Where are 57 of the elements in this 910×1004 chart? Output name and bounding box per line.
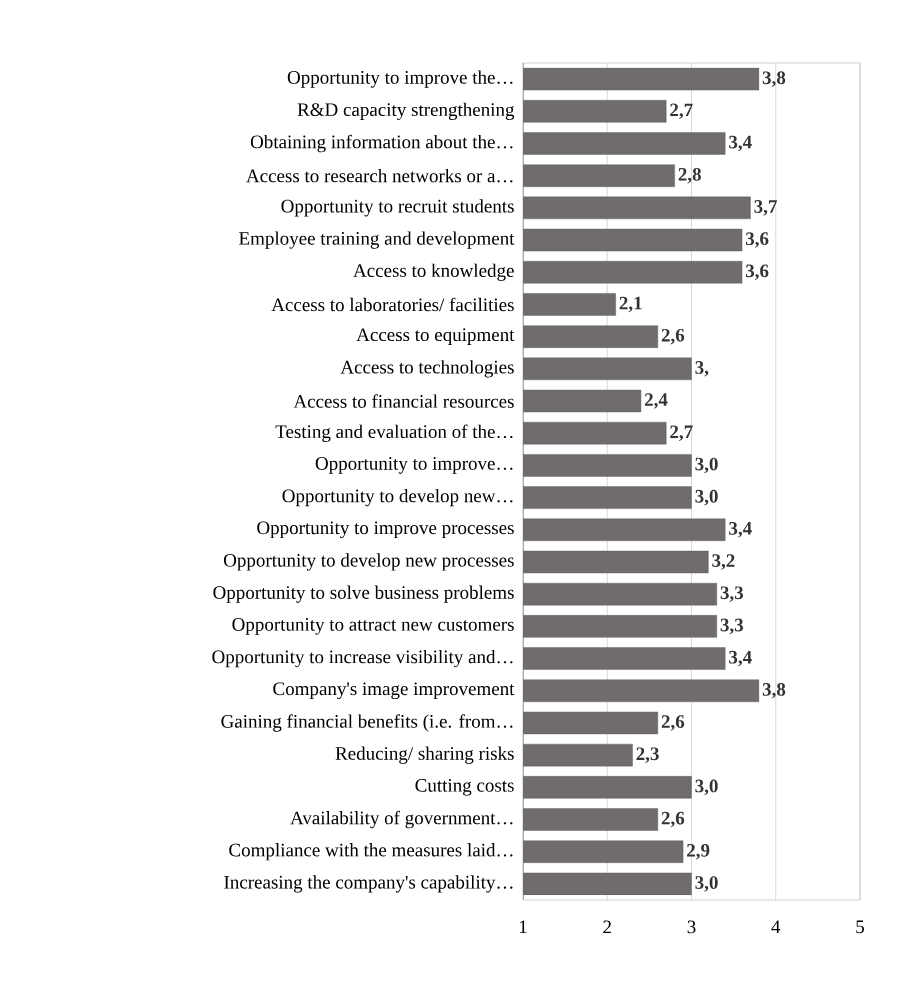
data-label: 2,7 <box>670 425 693 441</box>
y-tick-label: Cutting costs <box>415 778 514 796</box>
data-label: 2,8 <box>678 167 701 184</box>
y-tick-label: Access to laboratories/ facilities <box>271 297 514 312</box>
y-tick-label: Opportunity to recruit students <box>281 199 514 217</box>
y-tick-label: Opportunity to improve the… <box>287 70 513 88</box>
y-tick-label: Company's image improvement <box>273 682 515 700</box>
y-tick-label: Opportunity to develop new processes <box>223 553 514 571</box>
data-label: 3,8 <box>762 682 786 699</box>
data-label: 3,4 <box>729 650 752 667</box>
y-tick-label: R&D capacity strengthening <box>297 102 515 120</box>
y-tick-label: Access to research networks or a… <box>246 168 513 183</box>
x-tick-label: 4 <box>771 920 781 934</box>
y-tick-label: Increasing the company's capability… <box>224 875 513 893</box>
y-tick-label: Obtaining information about the… <box>250 134 513 153</box>
data-label: 3,0 <box>695 779 718 796</box>
y-tick-label: Opportunity to develop new… <box>282 488 513 507</box>
y-tick-label: Access to knowledge <box>353 263 514 281</box>
y-tick-label: Access to equipment <box>356 328 515 345</box>
data-label: 2,6 <box>661 715 685 731</box>
y-tick-label: Reducing/ sharing risks <box>335 746 514 764</box>
data-label: 2,4 <box>644 393 668 409</box>
y-tick-label: Opportunity to increase visibility and… <box>212 649 513 668</box>
y-tick-label: Opportunity to improve… <box>315 457 513 474</box>
x-tick-label: 1 <box>519 920 527 934</box>
data-label: 3,7 <box>754 200 777 216</box>
data-label: 2,1 <box>619 296 642 313</box>
x-tick-label: 5 <box>856 920 864 934</box>
data-label: 2,6 <box>661 811 685 828</box>
data-label: 3,3 <box>720 618 744 635</box>
y-tick-label: Testing and evaluation of the… <box>275 424 513 442</box>
data-label: 3,8 <box>762 71 786 87</box>
y-tick-label: Compliance with the measures laid… <box>229 843 513 861</box>
data-label: 2,3 <box>636 747 659 763</box>
data-label: 3, <box>695 361 709 377</box>
data-label: 3,6 <box>745 264 769 281</box>
data-label: 3,4 <box>729 135 752 152</box>
data-label: 3,4 <box>729 522 752 538</box>
data-label: 2,9 <box>687 843 710 860</box>
data-label: 2,6 <box>661 328 685 345</box>
y-tick-label: Opportunity to attract new customers <box>232 618 514 635</box>
y-tick-label: Gaining financial benefits (i.e. from… <box>221 714 513 732</box>
data-label: 3,0 <box>695 489 718 506</box>
y-tick-label: Availability of government… <box>290 810 513 829</box>
y-tick-label: Employee training and development <box>239 231 515 249</box>
x-tick-label: 3 <box>687 920 696 934</box>
y-tick-label: Opportunity to solve business problems <box>213 585 514 603</box>
data-label: 3,6 <box>745 232 769 248</box>
x-tick-label: 2 <box>603 920 611 934</box>
data-label: 3,2 <box>712 554 735 570</box>
data-label: 2,7 <box>670 103 693 120</box>
y-tick-label: Access to financial resources <box>293 394 514 408</box>
data-label: 3,0 <box>695 876 718 892</box>
y-tick-label: Access to technologies <box>340 360 514 378</box>
data-label: 3,0 <box>695 457 718 474</box>
data-label: 3,3 <box>720 586 744 602</box>
y-tick-label: Opportunity to improve processes <box>257 521 514 539</box>
